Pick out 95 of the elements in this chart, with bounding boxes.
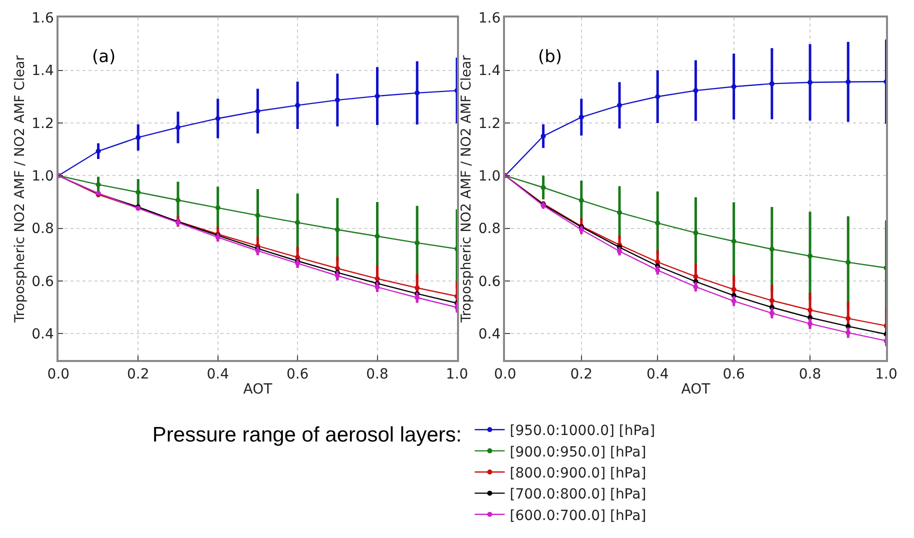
annotation: (a) bbox=[92, 47, 116, 67]
y-tick-label: 1.6 bbox=[478, 10, 501, 26]
point bbox=[374, 276, 380, 282]
point bbox=[731, 238, 736, 244]
x-tick-label: 0.8 bbox=[366, 366, 388, 383]
point bbox=[578, 114, 584, 120]
line-series bbox=[505, 173, 886, 270]
point bbox=[617, 102, 622, 108]
point bbox=[769, 310, 774, 316]
x-tick-label: 0.6 bbox=[722, 366, 746, 383]
point bbox=[846, 79, 851, 84]
x-tick-label: 0.0 bbox=[494, 366, 516, 383]
x-tick-label: 0.4 bbox=[646, 366, 669, 383]
point bbox=[808, 321, 813, 326]
y-axis-title: Tropospheric NO2 AMF / NO2 AMF Clear bbox=[12, 54, 28, 324]
y-tick-label: 0.8 bbox=[32, 221, 54, 238]
point bbox=[655, 220, 660, 226]
y-tick-label: 1.0 bbox=[32, 168, 54, 185]
point bbox=[374, 284, 380, 290]
x-tick-label: 0.2 bbox=[127, 366, 150, 383]
point bbox=[295, 260, 300, 266]
y-tick-label: 1.0 bbox=[478, 168, 501, 185]
legend-label: [700.0:800.0] [hPa] bbox=[510, 486, 646, 503]
point bbox=[255, 108, 260, 114]
y-tick-label: 1.4 bbox=[32, 63, 54, 80]
point bbox=[414, 285, 420, 290]
point bbox=[295, 220, 300, 226]
x-tick-label: 0.2 bbox=[570, 366, 593, 383]
point bbox=[136, 134, 141, 140]
point bbox=[769, 81, 774, 86]
legend-label: [800.0:900.0] [hPa] bbox=[510, 465, 646, 482]
point bbox=[693, 230, 698, 236]
y-tick-label: 0.4 bbox=[478, 326, 501, 343]
point bbox=[693, 274, 698, 280]
point bbox=[175, 198, 180, 203]
y-tick-label: 1.4 bbox=[478, 63, 501, 80]
point bbox=[731, 286, 736, 292]
point bbox=[808, 307, 813, 312]
point bbox=[769, 246, 774, 252]
y-tick-label: 0.4 bbox=[32, 326, 54, 343]
point bbox=[617, 248, 622, 254]
x-tick-label: 0.8 bbox=[798, 366, 822, 383]
y-tick-label: 0.8 bbox=[478, 221, 501, 238]
x-axis-title: AOT bbox=[243, 381, 273, 398]
point bbox=[334, 227, 340, 232]
point bbox=[578, 227, 584, 232]
x-axis-title: AOT bbox=[681, 381, 711, 398]
legend-title: Pressure range of aerosol layers: bbox=[152, 423, 462, 446]
point bbox=[846, 330, 851, 336]
point bbox=[808, 253, 813, 258]
point bbox=[215, 205, 220, 210]
point bbox=[693, 284, 698, 290]
point bbox=[731, 84, 736, 90]
point bbox=[617, 210, 622, 216]
point bbox=[255, 212, 260, 218]
y-tick-label: 1.6 bbox=[32, 10, 54, 26]
x-tick-label: 1.0 bbox=[875, 366, 898, 383]
point bbox=[808, 80, 813, 85]
point bbox=[414, 90, 420, 96]
x-tick-label: 1.0 bbox=[446, 366, 468, 383]
y-tick-label: 1.2 bbox=[478, 116, 501, 132]
legend-label: [900.0:950.0] [hPa] bbox=[510, 444, 646, 460]
point bbox=[334, 273, 340, 278]
x-tick-label: 0.6 bbox=[286, 366, 309, 383]
point bbox=[655, 268, 660, 273]
point bbox=[693, 88, 698, 94]
point bbox=[96, 148, 101, 154]
point bbox=[334, 266, 340, 271]
point bbox=[414, 240, 420, 246]
point bbox=[846, 260, 851, 265]
point bbox=[374, 234, 380, 239]
point bbox=[175, 124, 180, 130]
point bbox=[215, 116, 220, 121]
point bbox=[295, 102, 300, 108]
point bbox=[578, 198, 584, 203]
point bbox=[540, 184, 546, 190]
point bbox=[334, 98, 340, 103]
x-tick-label: 0.0 bbox=[47, 366, 70, 383]
point bbox=[731, 298, 736, 304]
point bbox=[769, 298, 774, 304]
point bbox=[96, 182, 101, 188]
legend-label: [600.0:700.0] [hPa] bbox=[510, 508, 646, 524]
point bbox=[136, 190, 141, 195]
point bbox=[540, 134, 546, 139]
annotation: (b) bbox=[538, 47, 562, 67]
y-tick-label: 1.2 bbox=[32, 116, 54, 132]
y-tick-label: 0.6 bbox=[32, 274, 54, 290]
y-axis-title: Tropospheric NO2 AMF / NO2 AMF Clear bbox=[458, 54, 475, 324]
point bbox=[374, 94, 380, 99]
y-tick-label: 0.6 bbox=[478, 274, 501, 290]
point bbox=[414, 295, 420, 300]
legend-label: [950.0:1000.0] [hPa] bbox=[510, 423, 656, 440]
point bbox=[655, 94, 660, 100]
point bbox=[846, 316, 851, 321]
x-tick-label: 0.4 bbox=[206, 366, 230, 383]
